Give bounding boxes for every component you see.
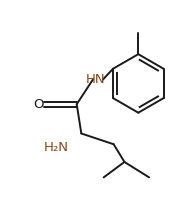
Text: O: O xyxy=(34,98,44,111)
Text: H₂N: H₂N xyxy=(44,141,69,154)
Text: HN: HN xyxy=(85,73,105,86)
